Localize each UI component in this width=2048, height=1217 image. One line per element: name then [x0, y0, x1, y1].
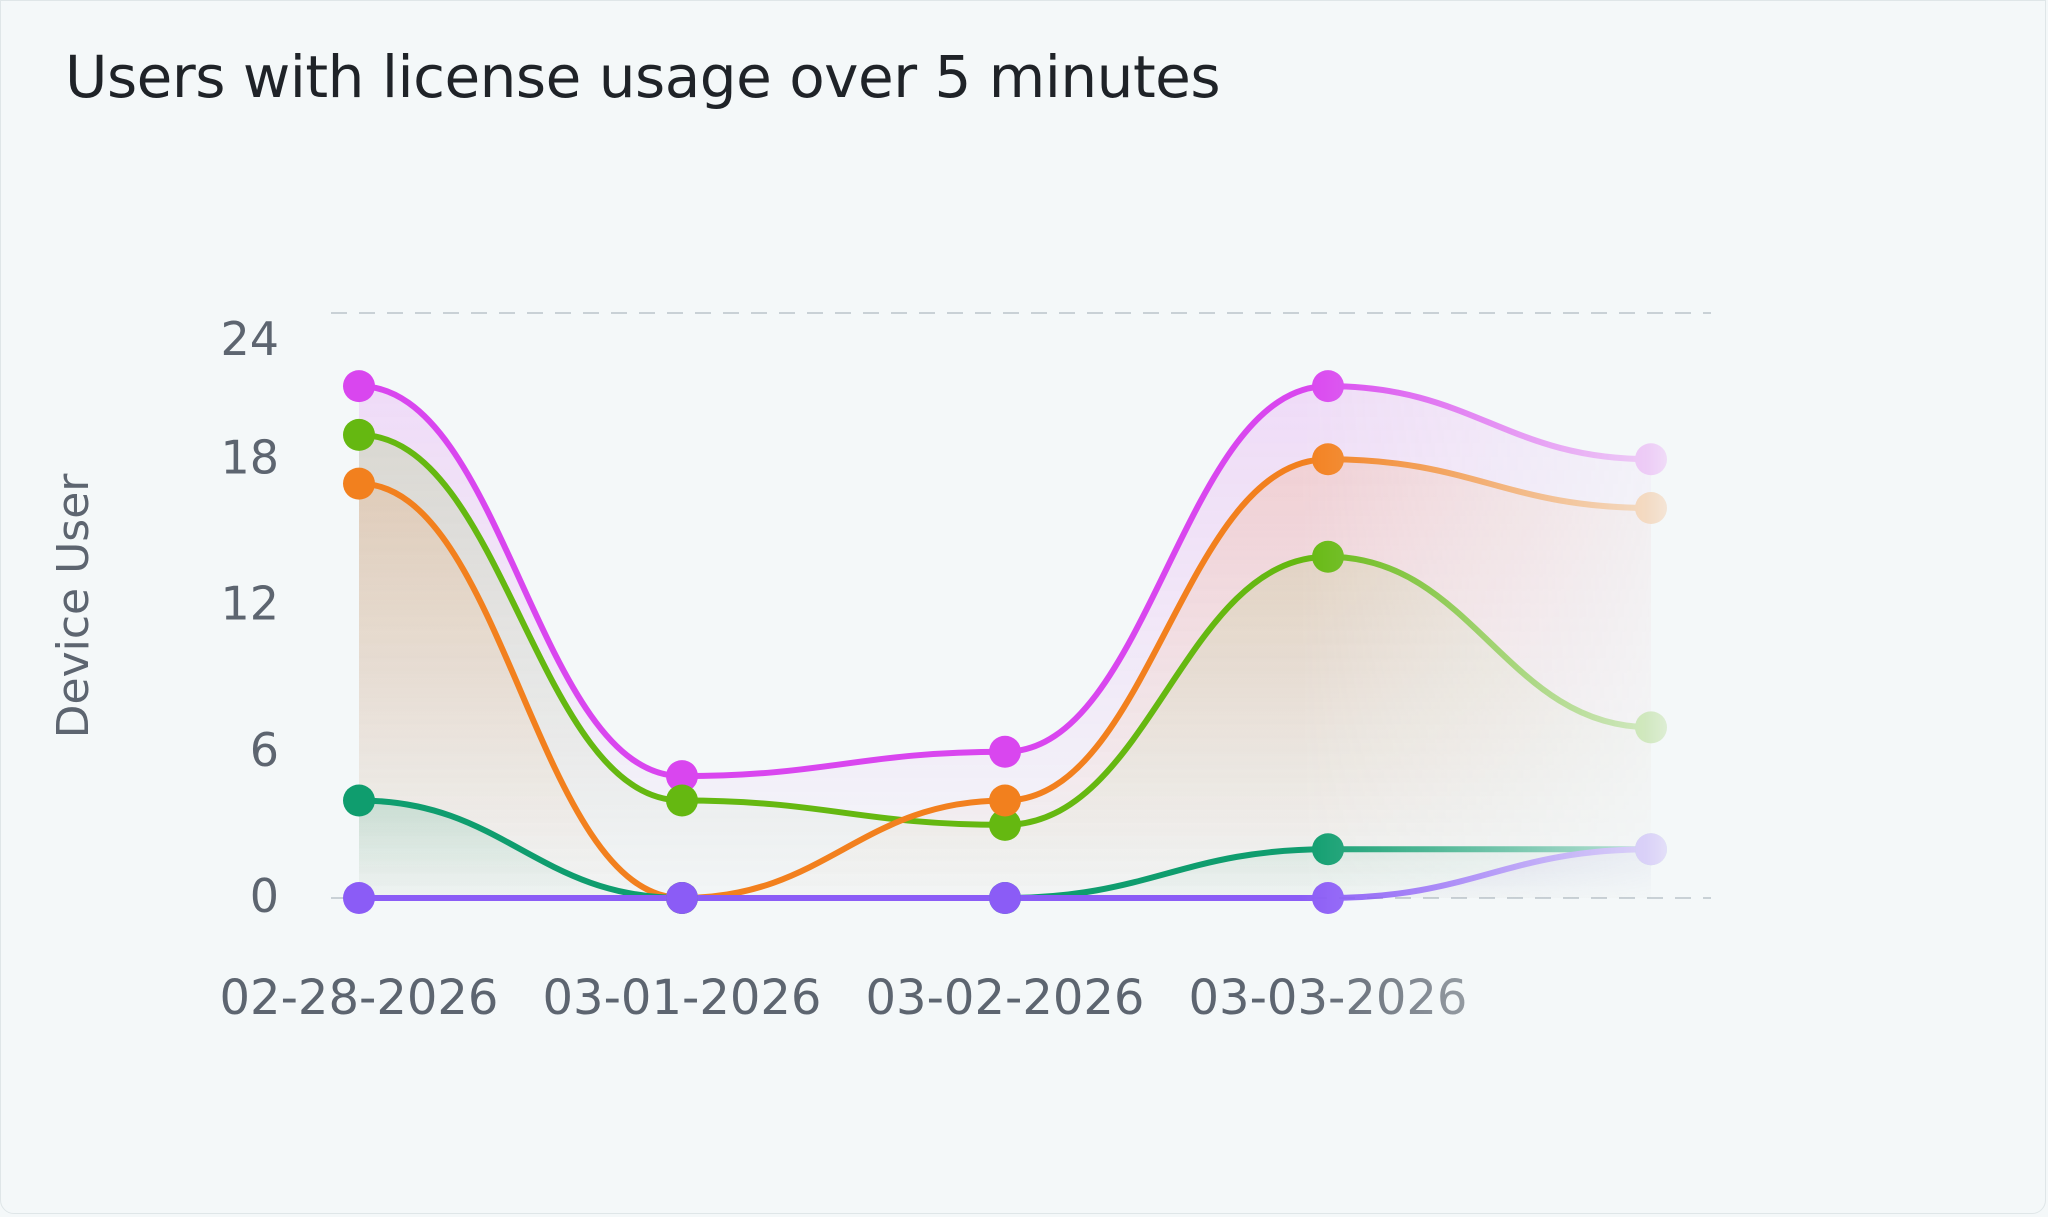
y-axis-label-group: Device User: [48, 473, 99, 739]
data-point[interactable]: [1635, 492, 1667, 524]
data-point[interactable]: [1312, 370, 1344, 403]
x-axis-ticks: 02-28-2026 03-01-2026 03-02-2026 03-03-2026: [220, 970, 1468, 1026]
data-point[interactable]: [1312, 540, 1344, 573]
y-axis-ticks: 0 6 12 18 24: [220, 312, 279, 923]
data-point[interactable]: [343, 784, 375, 817]
data-point[interactable]: [1635, 711, 1667, 744]
data-point[interactable]: [1635, 833, 1667, 866]
data-point[interactable]: [1635, 443, 1667, 476]
data-point[interactable]: [989, 808, 1021, 841]
data-point[interactable]: [343, 418, 375, 451]
x-tick-label: 02-28-2026: [220, 970, 499, 1026]
data-point[interactable]: [666, 882, 698, 914]
x-tick-label: 03-02-2026: [866, 970, 1145, 1026]
data-point[interactable]: [989, 735, 1021, 768]
y-tick-label: 24: [220, 312, 279, 366]
x-tick-label: 03-01-2026: [543, 970, 822, 1026]
data-point[interactable]: [666, 760, 698, 793]
y-axis-label: Device User: [48, 473, 99, 739]
x-tick-label: 03-03-2026: [1189, 970, 1468, 1026]
data-point[interactable]: [989, 784, 1021, 817]
data-point[interactable]: [1312, 833, 1344, 866]
plot-area: [343, 370, 1667, 914]
data-point[interactable]: [666, 784, 698, 817]
data-point[interactable]: [343, 882, 375, 914]
data-point[interactable]: [1312, 443, 1344, 476]
series-area: [359, 849, 1651, 898]
y-tick-label: 0: [250, 869, 279, 923]
data-point[interactable]: [343, 467, 375, 500]
y-tick-label: 6: [250, 723, 279, 777]
data-point[interactable]: [989, 882, 1021, 914]
data-point[interactable]: [1312, 882, 1344, 914]
y-tick-label: 18: [220, 430, 279, 484]
data-point[interactable]: [343, 370, 375, 403]
series-area: [359, 800, 1651, 898]
chart-title: Users with license usage over 5 minutes: [65, 43, 1221, 111]
y-tick-label: 12: [220, 577, 279, 631]
series-points: [343, 370, 1667, 914]
